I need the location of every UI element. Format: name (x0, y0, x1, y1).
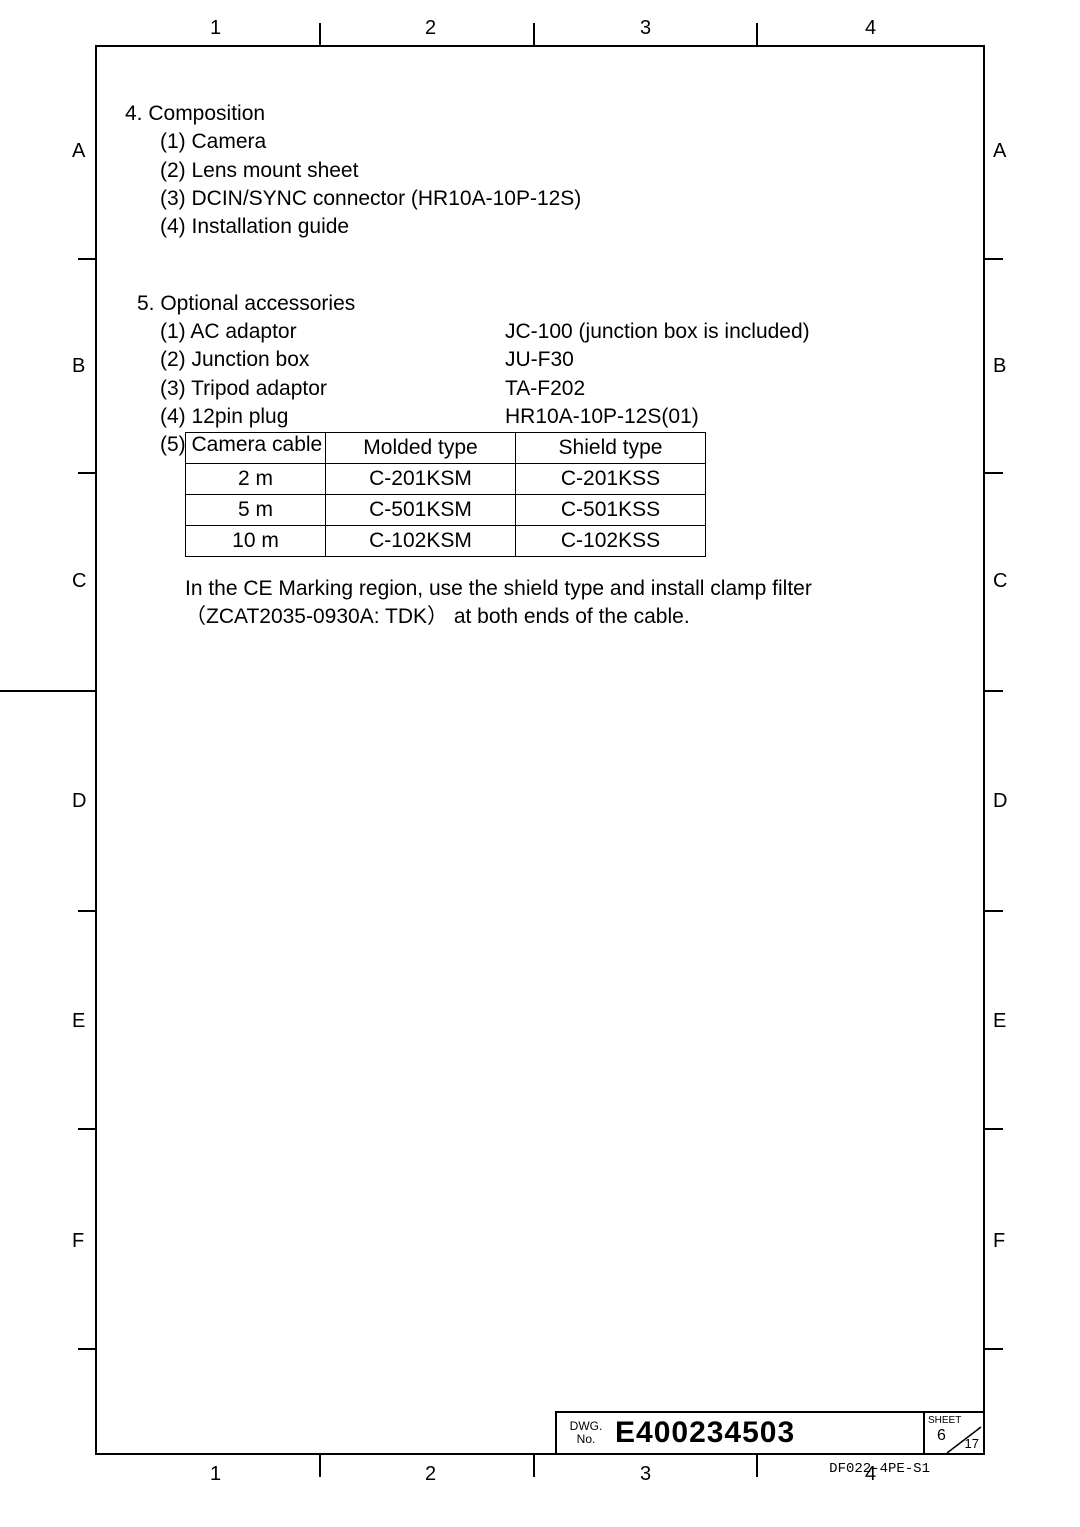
sheet-diagonal-icon (925, 1413, 985, 1457)
grid-row-tick (985, 910, 1003, 912)
grid-col-top-4: 4 (865, 17, 876, 40)
grid-row-tick-extended (0, 690, 96, 692)
grid-col-bot-2: 2 (425, 1463, 436, 1486)
grid-col-div-top (756, 23, 758, 45)
drawing-number-box: DWG. No. E400234503 (555, 1411, 925, 1455)
item-label: (3) Tripod adaptor (160, 375, 505, 403)
item-value: JC-100 (junction box is included) (505, 318, 965, 346)
camera-cable-table: Molded type Shield type 2 m C-201KSM C-2… (185, 432, 706, 557)
item-label: (4) 12pin plug (160, 403, 505, 431)
section-4-item: (2) Lens mount sheet (160, 157, 965, 185)
grid-col-top-3: 3 (640, 17, 651, 40)
ce-marking-note: In the CE Marking region, use the shield… (185, 575, 945, 632)
grid-row-left-e: E (72, 1010, 85, 1033)
table-row: 5 m C-501KSM C-501KSS (186, 495, 706, 526)
section-5-item: (2) Junction box JU-F30 (160, 346, 965, 374)
dwg-label-line: No. (577, 1432, 596, 1446)
section-4-item: (3) DCIN/SYNC connector (HR10A-10P-12S) (160, 185, 965, 213)
grid-row-tick (985, 472, 1003, 474)
table-header (186, 433, 326, 464)
item-label: (2) Junction box (160, 346, 505, 374)
table-cell: C-201KSM (326, 464, 516, 495)
grid-col-top-2: 2 (425, 17, 436, 40)
table-cell: 2 m (186, 464, 326, 495)
grid-row-tick (78, 472, 96, 474)
section-5-item: (3) Tripod adaptor TA-F202 (160, 375, 965, 403)
table-row: 10 m C-102KSM C-102KSS (186, 526, 706, 557)
grid-row-left-f: F (72, 1230, 84, 1253)
table-header: Molded type (326, 433, 516, 464)
grid-col-bot-3: 3 (640, 1463, 651, 1486)
grid-col-div-bot (756, 1455, 758, 1477)
dwg-label: DWG. No. (557, 1420, 615, 1445)
table-cell: C-102KSS (516, 526, 706, 557)
table-row: 2 m C-201KSM C-201KSS (186, 464, 706, 495)
table-cell: C-501KSM (326, 495, 516, 526)
grid-col-div-bot (533, 1455, 535, 1477)
grid-row-left-a: A (72, 140, 85, 163)
grid-row-left-c: C (72, 570, 86, 593)
section-4-title: 4. Composition (125, 100, 965, 128)
grid-row-left-b: B (72, 355, 85, 378)
grid-row-right-c: C (993, 570, 1007, 593)
grid-col-div-bot (319, 1455, 321, 1477)
grid-col-bot-1: 1 (210, 1463, 221, 1486)
grid-row-right-f: F (993, 1230, 1005, 1253)
grid-row-tick (78, 258, 96, 260)
item-value: HR10A-10P-12S(01) (505, 403, 965, 431)
grid-row-right-a: A (993, 140, 1006, 163)
section-4-item: (1) Camera (160, 128, 965, 156)
grid-col-div-top (533, 23, 535, 45)
sheet-number-box: SHEET 6 17 (925, 1411, 985, 1455)
title-block: DWG. No. E400234503 SHEET 6 17 (555, 1411, 985, 1455)
grid-row-tick (985, 258, 1003, 260)
grid-col-top-1: 1 (210, 17, 221, 40)
table-cell: 5 m (186, 495, 326, 526)
engineering-drawing-page: 1 2 3 4 1 2 3 4 A B C D E F A B C D E F … (0, 0, 1080, 1527)
section-5-item: (4) 12pin plug HR10A-10P-12S(01) (160, 403, 965, 431)
drawing-number: E400234503 (615, 1416, 795, 1450)
grid-row-tick (78, 1348, 96, 1350)
table-cell: 10 m (186, 526, 326, 557)
section-5-item: (1) AC adaptor JC-100 (junction box is i… (160, 318, 965, 346)
grid-row-right-d: D (993, 790, 1007, 813)
grid-row-tick (985, 690, 1003, 692)
table-cell: C-501KSS (516, 495, 706, 526)
item-value: JU-F30 (505, 346, 965, 374)
grid-row-left-d: D (72, 790, 86, 813)
table-header-row: Molded type Shield type (186, 433, 706, 464)
grid-row-tick (78, 1128, 96, 1130)
document-code: DF022-4PE-S1 (829, 1461, 930, 1477)
document-body: 4. Composition (1) Camera (2) Lens mount… (125, 100, 965, 460)
item-label: (1) AC adaptor (160, 318, 505, 346)
grid-row-tick (985, 1348, 1003, 1350)
note-line: In the CE Marking region, use the shield… (185, 575, 945, 603)
table-cell: C-201KSS (516, 464, 706, 495)
grid-row-right-e: E (993, 1010, 1006, 1033)
grid-row-right-b: B (993, 355, 1006, 378)
table-cell: C-102KSM (326, 526, 516, 557)
grid-col-div-top (319, 23, 321, 45)
section-4-item: (4) Installation guide (160, 213, 965, 241)
item-value: TA-F202 (505, 375, 965, 403)
section-5-title: 5. Optional accessories (137, 290, 965, 318)
grid-row-tick (985, 1128, 1003, 1130)
table-header: Shield type (516, 433, 706, 464)
note-line: （ZCAT2035-0930A: TDK） at both ends of th… (185, 603, 945, 631)
grid-row-tick (78, 910, 96, 912)
